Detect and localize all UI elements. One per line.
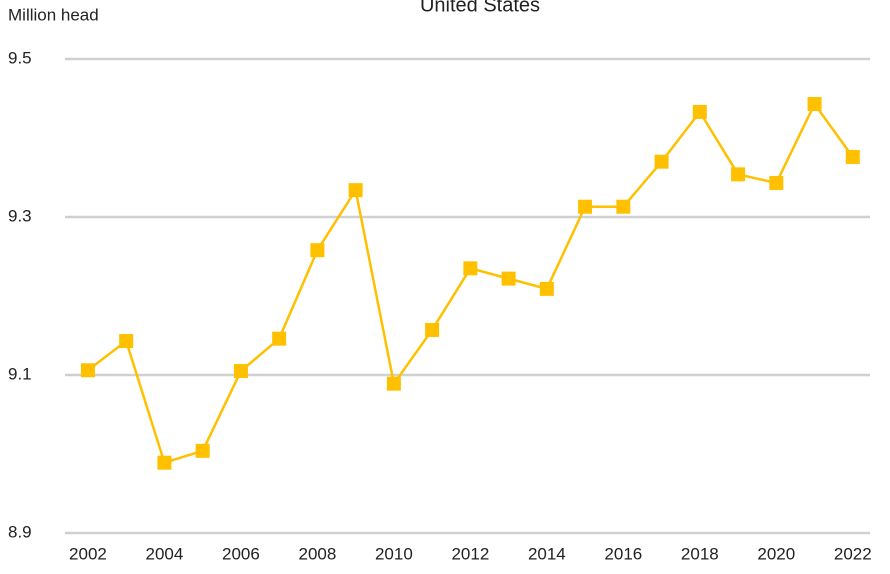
y-axis-label: Million head bbox=[8, 5, 99, 24]
marker bbox=[616, 199, 631, 214]
marker bbox=[539, 281, 554, 296]
marker bbox=[654, 154, 669, 169]
marker bbox=[425, 322, 440, 337]
marker bbox=[348, 183, 363, 198]
marker bbox=[233, 364, 248, 379]
marker bbox=[386, 376, 401, 391]
marker bbox=[272, 331, 287, 346]
marker bbox=[119, 334, 134, 349]
x-tick-label: 2020 bbox=[757, 544, 795, 563]
y-tick-label: 9.3 bbox=[8, 206, 32, 225]
x-tick-label: 2002 bbox=[69, 544, 107, 563]
series-line bbox=[87, 101, 854, 465]
y-tick-label: 9.1 bbox=[8, 364, 32, 383]
marker bbox=[731, 167, 746, 182]
marker bbox=[845, 149, 860, 164]
y-tick-label: 9.5 bbox=[8, 48, 32, 67]
x-tick-label: 2010 bbox=[375, 544, 413, 563]
marker bbox=[310, 243, 325, 258]
marker bbox=[463, 261, 478, 276]
marker bbox=[807, 97, 822, 112]
marker bbox=[692, 104, 707, 119]
x-tick-label: 2016 bbox=[604, 544, 642, 563]
x-tick-label: 2022 bbox=[834, 544, 872, 563]
x-tick-label: 2006 bbox=[222, 544, 260, 563]
x-tick-label: 2012 bbox=[451, 544, 489, 563]
y-tick-label: 8.9 bbox=[8, 522, 32, 541]
marker bbox=[501, 271, 516, 286]
marker bbox=[769, 176, 784, 191]
marker bbox=[157, 455, 172, 470]
marker bbox=[195, 443, 210, 458]
x-tick-label: 2018 bbox=[681, 544, 719, 563]
x-tick-label: 2008 bbox=[298, 544, 336, 563]
marker bbox=[578, 199, 593, 214]
chart-title: United States bbox=[420, 0, 540, 16]
x-tick-label: 2004 bbox=[146, 544, 184, 563]
marker bbox=[80, 363, 95, 378]
x-tick-label: 2014 bbox=[528, 544, 566, 563]
